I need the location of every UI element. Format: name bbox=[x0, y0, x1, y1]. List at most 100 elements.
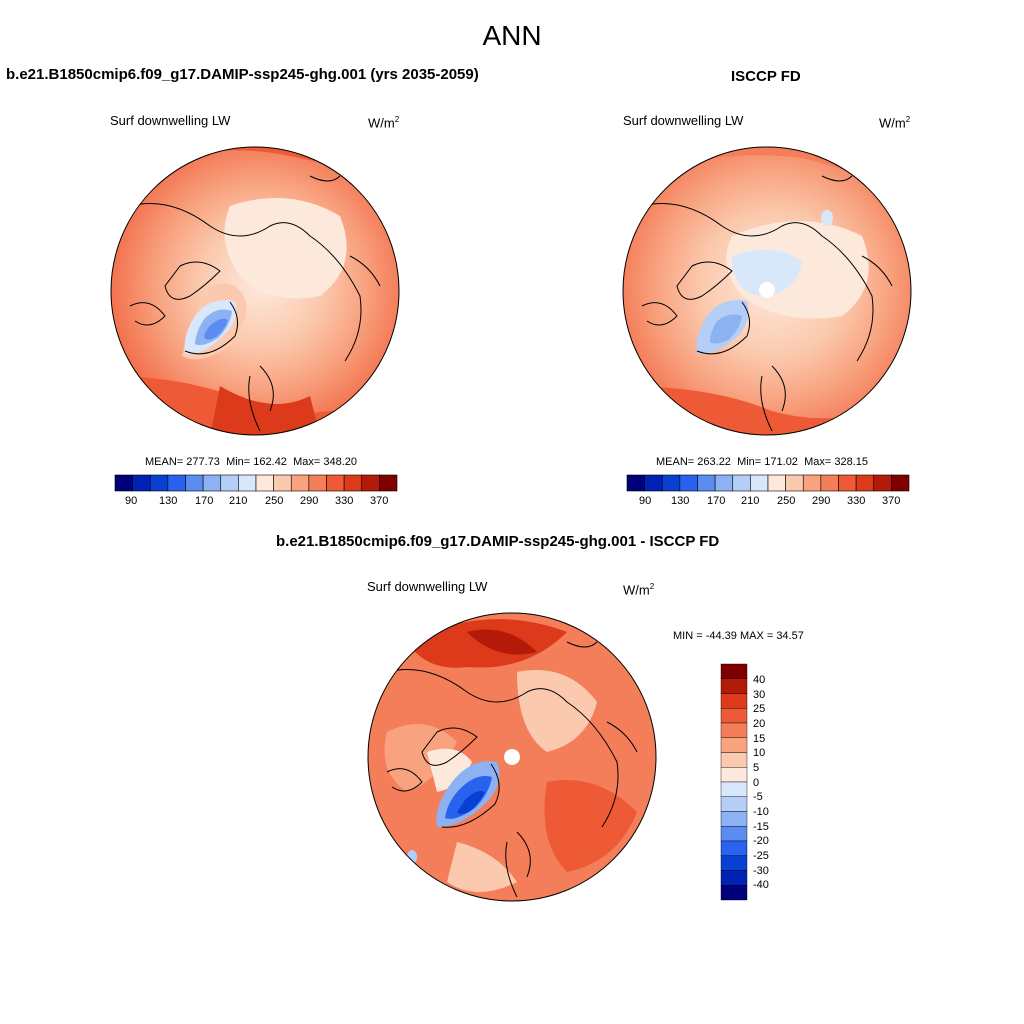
colorbar-swatch bbox=[720, 752, 748, 768]
colorbar-swatch bbox=[720, 693, 748, 709]
diff-colorbar bbox=[720, 663, 748, 901]
diff-tick-label: 20 bbox=[753, 718, 766, 730]
diff-panel-title: b.e21.B1850cmip6.f09_g17.DAMIP-ssp245-gh… bbox=[276, 533, 720, 550]
model-min-value: 162.42 bbox=[253, 456, 287, 468]
obs-max-label: Max= bbox=[804, 456, 832, 468]
colorbar-swatch bbox=[802, 474, 822, 492]
obs-variable-label: Surf downwelling LW bbox=[623, 113, 744, 128]
obs-tick-label: 250 bbox=[777, 495, 796, 507]
obs-tick-label: 290 bbox=[812, 495, 831, 507]
colorbar-swatch bbox=[873, 474, 892, 492]
colorbar-swatch bbox=[220, 474, 239, 492]
obs-units-label: W/m2 bbox=[879, 115, 910, 130]
colorbar-swatch bbox=[720, 708, 748, 724]
diff-tick-label: 0 bbox=[753, 777, 760, 789]
colorbar-swatch bbox=[273, 474, 292, 492]
colorbar-swatch bbox=[855, 474, 875, 492]
model-max-label: Max= bbox=[293, 456, 321, 468]
colorbar-swatch bbox=[255, 474, 274, 492]
obs-min-value: 171.02 bbox=[764, 456, 798, 468]
obs-colorbar-ticks: 90 130 170 210 250 290 330 370 bbox=[627, 495, 909, 509]
colorbar-swatch bbox=[767, 474, 786, 492]
diff-tick-label: 40 bbox=[753, 674, 766, 686]
colorbar-swatch bbox=[720, 811, 748, 827]
diff-polar-map bbox=[367, 612, 657, 902]
colorbar-swatch bbox=[149, 474, 169, 492]
colorbar-swatch bbox=[326, 474, 345, 492]
colorbar-swatch bbox=[202, 474, 222, 492]
obs-colorbar bbox=[626, 474, 910, 492]
model-variable-label: Surf downwelling LW bbox=[110, 113, 231, 128]
colorbar-swatch bbox=[785, 474, 804, 492]
diff-tick-label: -25 bbox=[753, 850, 769, 862]
model-tick-label: 170 bbox=[195, 495, 214, 507]
colorbar-swatch bbox=[343, 474, 363, 492]
obs-mean-value: 263.22 bbox=[697, 456, 731, 468]
diff-tick-label: -30 bbox=[753, 865, 769, 877]
model-max-value: 348.20 bbox=[323, 456, 357, 468]
model-colorbar-ticks: 90 130 170 210 250 290 330 370 bbox=[115, 495, 397, 509]
colorbar-swatch bbox=[308, 474, 327, 492]
diff-units-label: W/m2 bbox=[623, 582, 654, 597]
obs-max-value: 328.15 bbox=[834, 456, 868, 468]
model-min-label: Min= bbox=[226, 456, 251, 468]
colorbar-swatch bbox=[720, 678, 748, 694]
colorbar-swatch bbox=[838, 474, 857, 492]
colorbar-swatch bbox=[720, 826, 748, 842]
diff-tick-label: -15 bbox=[753, 821, 769, 833]
model-tick-label: 90 bbox=[125, 495, 138, 507]
diff-tick-label: 5 bbox=[753, 762, 760, 774]
colorbar-swatch bbox=[720, 663, 748, 679]
model-stats: MEAN= 277.73 Min= 162.42 Max= 348.20 bbox=[145, 456, 357, 468]
colorbar-swatch bbox=[679, 474, 698, 492]
model-tick-label: 290 bbox=[300, 495, 319, 507]
obs-tick-label: 210 bbox=[741, 495, 760, 507]
obs-mean-label: MEAN= bbox=[656, 456, 695, 468]
diff-tick-label: -10 bbox=[753, 806, 769, 818]
colorbar-swatch bbox=[732, 474, 751, 492]
colorbar-swatch bbox=[361, 474, 380, 492]
colorbar-swatch bbox=[626, 474, 645, 492]
obs-stats: MEAN= 263.22 Min= 171.02 Max= 328.15 bbox=[656, 456, 868, 468]
colorbar-swatch bbox=[114, 474, 133, 492]
colorbar-swatch bbox=[644, 474, 663, 492]
diff-tick-label: -20 bbox=[753, 835, 769, 847]
colorbar-swatch bbox=[720, 855, 748, 871]
colorbar-swatch bbox=[720, 885, 748, 901]
colorbar-swatch bbox=[820, 474, 839, 492]
colorbar-swatch bbox=[720, 767, 748, 783]
model-mean-value: 277.73 bbox=[186, 456, 220, 468]
model-panel-title: b.e21.B1850cmip6.f09_g17.DAMIP-ssp245-gh… bbox=[6, 66, 479, 83]
colorbar-swatch bbox=[720, 796, 748, 812]
colorbar-swatch bbox=[379, 474, 398, 492]
diff-units-exp: 2 bbox=[649, 582, 655, 591]
diff-variable-label: Surf downwelling LW bbox=[367, 579, 488, 594]
diff-tick-label: -5 bbox=[753, 791, 763, 803]
colorbar-swatch bbox=[720, 781, 748, 797]
diff-tick-label: 25 bbox=[753, 703, 766, 715]
colorbar-swatch bbox=[720, 737, 748, 753]
model-units-exp: 2 bbox=[394, 115, 400, 124]
colorbar-swatch bbox=[290, 474, 310, 492]
obs-units-exp: 2 bbox=[905, 115, 911, 124]
colorbar-swatch bbox=[185, 474, 204, 492]
obs-units-base: W/m bbox=[879, 115, 906, 131]
diff-tick-label: 15 bbox=[753, 733, 766, 745]
diff-colorbar-ticks: 40 30 25 20 15 10 5 0 -5 -10 -15 -20 -25… bbox=[753, 664, 793, 900]
figure-title: ANN bbox=[482, 20, 542, 51]
model-units-base: W/m bbox=[368, 115, 395, 131]
colorbar-swatch bbox=[720, 840, 748, 856]
model-tick-label: 130 bbox=[159, 495, 178, 507]
model-tick-label: 250 bbox=[265, 495, 284, 507]
colorbar-swatch bbox=[697, 474, 716, 492]
model-tick-label: 370 bbox=[370, 495, 389, 507]
colorbar-swatch bbox=[661, 474, 681, 492]
colorbar-swatch bbox=[714, 474, 734, 492]
obs-tick-label: 370 bbox=[882, 495, 901, 507]
diff-tick-label: 30 bbox=[753, 689, 766, 701]
obs-tick-label: 130 bbox=[671, 495, 690, 507]
obs-tick-label: 90 bbox=[639, 495, 652, 507]
model-tick-label: 210 bbox=[229, 495, 248, 507]
diff-tick-label: 10 bbox=[753, 747, 766, 759]
colorbar-swatch bbox=[167, 474, 186, 492]
